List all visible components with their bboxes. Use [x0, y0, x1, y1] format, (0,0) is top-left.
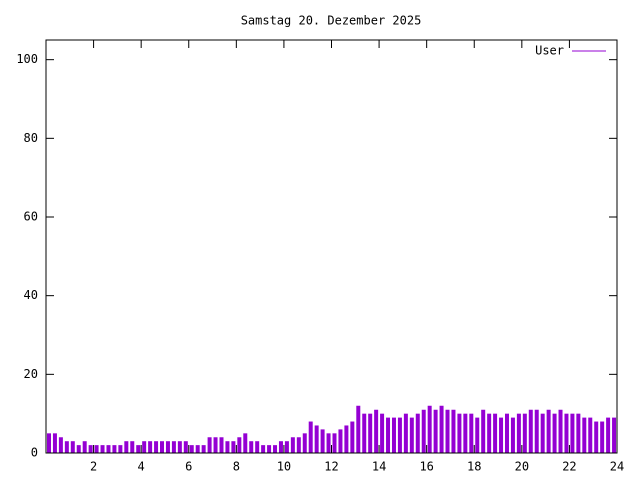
x-tick-label: 12	[324, 460, 338, 474]
x-tick-label: 24	[610, 460, 624, 474]
y-tick-label: 0	[31, 446, 38, 460]
y-tick-label: 40	[24, 288, 38, 302]
x-tick-label: 20	[515, 460, 529, 474]
chart-title: Samstag 20. Dezember 2025	[241, 14, 422, 28]
x-tick-label: 6	[185, 460, 192, 474]
x-tick-label: 4	[138, 460, 145, 474]
y-tick-label: 60	[24, 210, 38, 224]
x-tick-label: 22	[562, 460, 576, 474]
y-tick-label: 20	[24, 367, 38, 381]
x-tick-label: 16	[419, 460, 433, 474]
y-tick-label: 80	[24, 131, 38, 145]
x-tick-label: 18	[467, 460, 481, 474]
legend-label: User	[535, 44, 564, 58]
x-tick-label: 8	[233, 460, 240, 474]
x-tick-label: 14	[372, 460, 386, 474]
x-tick-label: 2	[90, 460, 97, 474]
x-tick-label: 10	[277, 460, 291, 474]
y-tick-label: 100	[16, 52, 38, 66]
